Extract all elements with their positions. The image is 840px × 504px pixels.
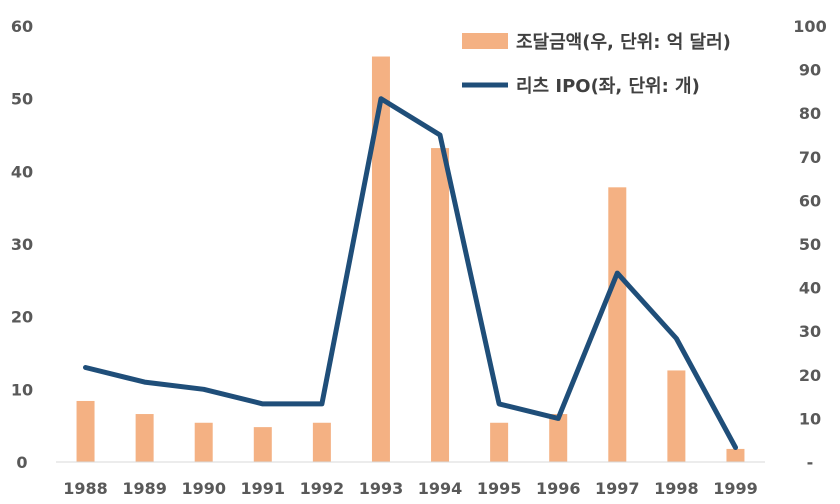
x-tick-label: 1998 [654,479,699,498]
x-tick-label: 1997 [595,479,640,498]
bar-1990 [194,422,213,462]
right-y-tick-label: 90 [799,61,821,80]
right-y-tick-label: 50 [799,235,821,254]
line-path [83,96,738,450]
bar-1999 [726,448,745,462]
left-y-tick-label: 10 [11,380,33,399]
right-y-axis: - 10 20 30 40 50 60 70 80 90 100 [793,17,826,472]
left-y-tick-label: 50 [11,90,33,109]
x-tick-label: 1992 [300,479,345,498]
left-y-tick-label: 40 [11,162,33,181]
right-y-tick-label: 10 [799,409,821,428]
x-tick-label: 1990 [181,479,226,498]
right-y-tick-label: - [807,453,814,472]
bar-1996 [549,414,568,462]
bar-1995 [490,422,509,462]
x-tick-label: 1988 [63,479,108,498]
left-y-axis: 0 10 20 30 40 50 60 [11,17,33,472]
x-tick-label: 1993 [359,479,404,498]
bar-1991 [253,427,272,462]
legend: 조달금액(우, 단위: 억 달러) 리츠 IPO(좌, 단위: 개) [462,32,731,97]
bar-1998 [667,370,686,462]
right-y-tick-label: 30 [799,322,821,341]
line-series [83,96,738,450]
left-y-tick-label: 0 [16,453,27,472]
right-y-tick-label: 70 [799,148,821,167]
bar-series [76,56,745,463]
legend-label-line: 리츠 IPO(좌, 단위: 개) [516,76,700,97]
x-axis: 1988 1989 1990 1991 1992 1993 1994 1995 1996 1997… [63,479,757,498]
bar-1992 [312,422,331,462]
x-tick-label: 1999 [713,479,758,498]
x-tick-label: 1989 [122,479,167,498]
right-y-tick-label: 20 [799,366,821,385]
x-tick-label: 1994 [418,479,463,498]
left-y-tick-label: 60 [11,17,33,36]
bar-1988 [76,400,95,462]
bar-1997 [608,187,627,462]
left-y-tick-label: 20 [11,308,33,327]
left-y-tick-label: 30 [11,235,33,254]
right-y-tick-label: 60 [799,191,821,210]
x-tick-label: 1991 [241,479,286,498]
x-tick-label: 1996 [536,479,581,498]
right-y-tick-label: 80 [799,104,821,123]
legend-swatch-bar [462,33,508,49]
right-y-tick-label: 40 [799,279,821,298]
bar-1993 [371,56,390,463]
bar-1989 [135,414,154,462]
legend-label-bar: 조달금액(우, 단위: 억 달러) [516,32,731,53]
bar-1994 [431,148,450,462]
x-tick-label: 1995 [477,479,522,498]
right-y-tick-label: 100 [793,17,826,36]
